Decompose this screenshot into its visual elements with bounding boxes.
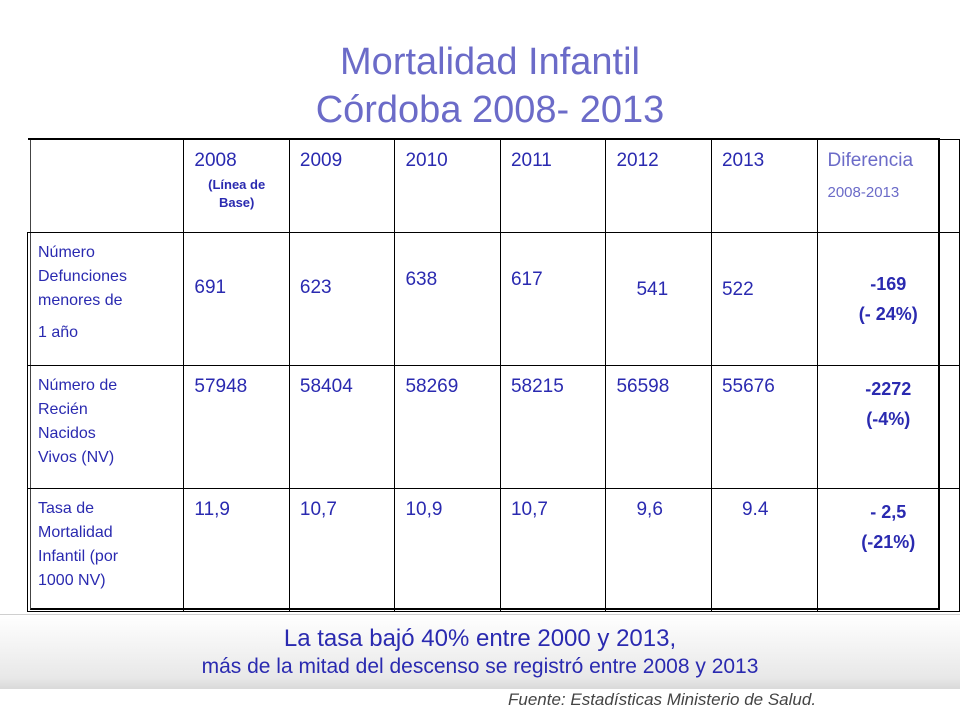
cell-value: 56598 — [616, 376, 670, 397]
header-2008-year: 2008 — [194, 149, 237, 171]
table-cell: 58404 — [288, 365, 396, 489]
row-label-line: Mortalidad — [38, 524, 113, 541]
slide-title: Mortalidad Infantil Córdoba 2008- 2013 — [0, 38, 960, 134]
header-2013: 2013 — [710, 138, 818, 233]
cell-value: 9.4 — [741, 499, 769, 520]
cell-value: 57948 — [194, 376, 248, 397]
row-label-defunciones: Número Defunciones menores de 1 año — [26, 232, 185, 366]
table-cell-diff: - 2,5 (-21%) — [816, 488, 960, 612]
table-cell: 691 — [183, 232, 290, 366]
table-cell-diff: -169 (- 24%) — [816, 232, 960, 366]
header-2009-label: 2009 — [299, 149, 343, 171]
diff-percent: (-21%) — [861, 532, 916, 552]
table-cell: 623 — [288, 232, 396, 366]
cell-value: 638 — [405, 269, 438, 290]
table-cell: 522 — [710, 232, 818, 366]
source-note: Fuente: Estadísticas Ministerio de Salud… — [508, 690, 817, 709]
table-cell: 9.4 — [710, 488, 818, 612]
cell-value: 691 — [194, 277, 227, 298]
row-label-line: Nacidos — [38, 425, 96, 442]
cell-value: 11,9 — [194, 499, 230, 520]
row-label-line: Defunciones — [38, 268, 127, 285]
conclusion-banner: La tasa bajó 40% entre 2000 y 2013, más … — [0, 614, 960, 689]
header-2008: 2008 (Línea de Base) — [183, 138, 290, 233]
row-label-line: menores de — [38, 292, 123, 309]
title-line-2: Córdoba 2008- 2013 — [315, 89, 665, 131]
table-cell: 638 — [394, 232, 501, 366]
header-2011: 2011 — [499, 138, 607, 233]
row-label-line: Número — [38, 244, 95, 261]
table-row: Tasa de Mortalidad Infantil (por 1000 NV… — [26, 488, 960, 612]
cell-value: 10,7 — [510, 499, 548, 520]
cell-value: 58404 — [299, 376, 353, 397]
row-label-line: Vivos (NV) — [38, 449, 115, 466]
diff-percent: (- 24%) — [858, 304, 918, 324]
header-2012: 2012 — [605, 138, 712, 233]
diff-value: -169 — [870, 274, 907, 294]
row-label-line: Recién — [38, 401, 88, 418]
header-diferencia: Diferencia 2008-2013 — [816, 138, 960, 233]
table-cell: 58215 — [499, 365, 607, 489]
header-2010: 2010 — [394, 138, 501, 233]
table-cell: 57948 — [183, 365, 290, 489]
row-label-line: 1 año — [38, 324, 79, 341]
header-2008-note: (Línea de Base) — [208, 176, 266, 210]
table-header-row: 2008 (Línea de Base) 2009 2010 2011 2012… — [27, 138, 960, 233]
header-2011-label: 2011 — [510, 149, 552, 171]
table-cell: 56598 — [605, 365, 712, 489]
diff-percent: (-4%) — [866, 409, 911, 429]
header-2010-label: 2010 — [405, 149, 448, 171]
corner-cell — [27, 138, 185, 233]
header-diferencia-label: Diferencia — [827, 149, 914, 171]
cell-value: 9,6 — [636, 499, 663, 520]
cell-value: 541 — [636, 279, 669, 300]
diff-value: -2272 — [865, 379, 912, 399]
title-line-1: Mortalidad Infantil — [340, 41, 640, 83]
table-cell: 58269 — [394, 365, 501, 489]
cell-value: 522 — [721, 279, 754, 300]
banner-line-1: La tasa bajó 40% entre 2000 y 2013, — [283, 625, 677, 652]
table-cell: 10,9 — [394, 488, 501, 612]
banner-line-2: más de la mitad del descenso se registró… — [201, 655, 759, 678]
table-cell: 11,9 — [183, 488, 290, 612]
table-row: Número Defunciones menores de 1 año 691 … — [26, 232, 960, 366]
table-cell: 10,7 — [288, 488, 396, 612]
table-cell: 541 — [605, 232, 712, 366]
cell-value: 623 — [299, 277, 332, 298]
cell-value: 10,9 — [405, 499, 443, 520]
row-label-line: Infantil (por — [38, 548, 119, 565]
diff-value: - 2,5 — [870, 502, 907, 522]
header-diferencia-range: 2008-2013 — [827, 183, 900, 201]
row-label-line: Tasa de — [38, 500, 95, 517]
mortality-table: 2008 (Línea de Base) 2009 2010 2011 2012… — [26, 138, 960, 612]
cell-value: 617 — [510, 269, 543, 290]
table-row: Número de Recién Nacidos Vivos (NV) 5794… — [26, 365, 960, 489]
cell-value: 58269 — [405, 376, 459, 397]
table-cell: 55676 — [710, 365, 818, 489]
table-cell: 617 — [499, 232, 607, 366]
row-label-line: Número de — [38, 377, 118, 394]
table-cell: 10,7 — [499, 488, 607, 612]
table-cell-diff: -2272 (-4%) — [816, 365, 960, 489]
row-label-line: 1000 NV) — [38, 572, 106, 589]
header-2009: 2009 — [288, 138, 396, 233]
cell-value: 55676 — [721, 376, 775, 397]
row-label-nacidos: Número de Recién Nacidos Vivos (NV) — [26, 365, 185, 489]
cell-value: 58215 — [510, 376, 564, 397]
row-label-tasa: Tasa de Mortalidad Infantil (por 1000 NV… — [26, 488, 185, 612]
header-2012-label: 2012 — [616, 149, 659, 171]
header-2013-label: 2013 — [721, 149, 765, 171]
table-cell: 9,6 — [605, 488, 712, 612]
cell-value: 10,7 — [299, 499, 337, 520]
